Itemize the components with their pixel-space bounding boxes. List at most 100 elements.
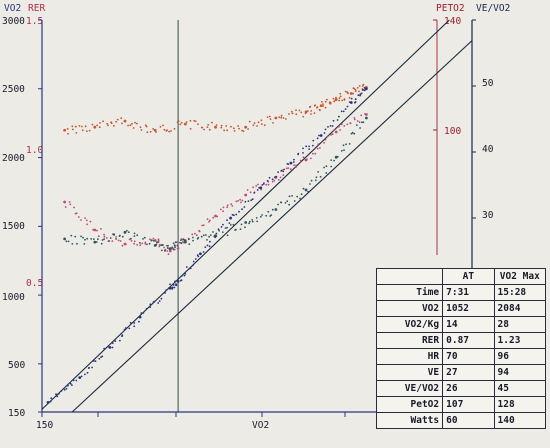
scatter-dot xyxy=(120,117,123,120)
scatter-dot xyxy=(344,90,347,93)
scatter-dot xyxy=(198,230,201,233)
scatter-dot xyxy=(226,206,229,209)
scatter-dot xyxy=(314,179,317,182)
scatter-dot xyxy=(291,195,293,197)
scatter-dot xyxy=(145,307,148,310)
scatter-dot xyxy=(310,110,313,112)
scatter-dot xyxy=(237,200,240,202)
data-point xyxy=(304,188,308,192)
stats-at-value: 0.87 xyxy=(442,332,495,349)
scatter-dot xyxy=(71,243,74,245)
scatter-dot xyxy=(168,286,171,289)
scatter-dot xyxy=(266,179,269,182)
vevo2-tick-label: 50 xyxy=(482,78,494,89)
vo2-tick-label: 2000 xyxy=(2,153,25,164)
peto2-tick-label: 100 xyxy=(444,126,461,137)
scatter-dot xyxy=(179,123,182,126)
scatter-dot xyxy=(209,240,211,243)
scatter-dot xyxy=(131,122,133,125)
scatter-dot xyxy=(292,161,295,163)
scatter-dot xyxy=(314,152,317,155)
scatter-dot xyxy=(269,118,272,120)
scatter-dot xyxy=(333,159,335,162)
scatter-dot xyxy=(157,241,160,243)
scatter-dot xyxy=(265,183,268,186)
scatter-dot xyxy=(130,237,132,240)
scatter-dot xyxy=(71,125,74,128)
scatter-dot xyxy=(144,124,147,127)
scatter-dot xyxy=(85,219,88,222)
stats-row-label: Watts xyxy=(375,412,444,429)
scatter-dot xyxy=(332,97,335,100)
scatter-dot xyxy=(307,190,309,193)
scatter-dot xyxy=(329,125,332,127)
stats-row-label: HR xyxy=(375,348,444,365)
scatter-dot xyxy=(356,87,359,89)
scatter-dot xyxy=(235,200,238,203)
scatter-dot xyxy=(177,120,180,122)
scatter-dot xyxy=(229,224,232,226)
scatter-dot xyxy=(114,340,117,342)
scatter-dot xyxy=(209,234,212,237)
scatter-dot xyxy=(205,234,207,236)
scatter-dot xyxy=(316,147,319,150)
scatter-dot xyxy=(348,143,351,145)
scatter-dot xyxy=(158,245,161,248)
threshold-stats-table: AT VO2 Max Time 7:31 15:28 VO2 1052 2084 VO2/K… xyxy=(375,268,547,429)
scatter-dot xyxy=(127,231,130,234)
data-point xyxy=(183,122,187,126)
scatter-dot xyxy=(314,104,316,106)
scatter-dot xyxy=(256,125,258,127)
scatter-dot xyxy=(194,258,197,260)
scatter-dot xyxy=(173,127,176,130)
scatter-dot xyxy=(166,129,169,132)
scatter-dot xyxy=(287,167,290,170)
scatter-dot xyxy=(177,247,180,250)
scatter-dot xyxy=(65,387,68,390)
scatter-dot xyxy=(250,199,253,202)
scatter-dot xyxy=(295,166,298,168)
scatter-dot xyxy=(286,200,289,203)
data-point xyxy=(244,193,248,197)
scatter-dot xyxy=(80,219,82,221)
scatter-dot xyxy=(100,228,102,230)
scatter-dot xyxy=(171,246,174,249)
scatter-dot xyxy=(188,238,190,241)
scatter-dot xyxy=(75,132,78,134)
scatter-dot xyxy=(280,116,283,119)
scatter-dot xyxy=(72,379,75,382)
scatter-dot xyxy=(162,124,164,127)
scatter-dot xyxy=(99,122,101,124)
scatter-dot xyxy=(310,179,313,182)
scatter-dot xyxy=(326,98,328,101)
scatter-dot xyxy=(358,85,361,87)
scatter-dot xyxy=(103,238,105,241)
scatter-dot xyxy=(300,111,303,114)
scatter-dot xyxy=(194,232,196,235)
scatter-dot xyxy=(107,124,109,127)
scatter-dot xyxy=(123,328,126,331)
scatter-dot xyxy=(160,249,163,252)
scatter-dot xyxy=(133,240,136,243)
scatter-dot xyxy=(140,129,143,131)
scatter-dot xyxy=(256,220,259,223)
regression-line xyxy=(71,40,473,413)
scatter-dot xyxy=(358,121,361,124)
data-point xyxy=(93,240,97,244)
scatter-dot xyxy=(333,129,335,132)
scatter-dot xyxy=(84,125,87,128)
scatter-dot xyxy=(300,193,303,196)
scatter-dot xyxy=(304,112,307,115)
peto2-axis-title: PETO2 xyxy=(436,3,465,14)
stats-max-value: 94 xyxy=(493,364,547,381)
stats-row: RER 0.87 1.23 xyxy=(375,332,547,349)
scatter-dot xyxy=(326,135,329,138)
stats-row: VE 27 94 xyxy=(375,364,547,381)
scatter-dot xyxy=(124,327,127,329)
scatter-dot xyxy=(176,244,179,247)
data-point xyxy=(46,400,50,404)
scatter-dot xyxy=(318,108,321,111)
scatter-dot xyxy=(219,208,222,211)
scatter-dot xyxy=(280,114,283,117)
scatter-dot xyxy=(357,94,360,97)
